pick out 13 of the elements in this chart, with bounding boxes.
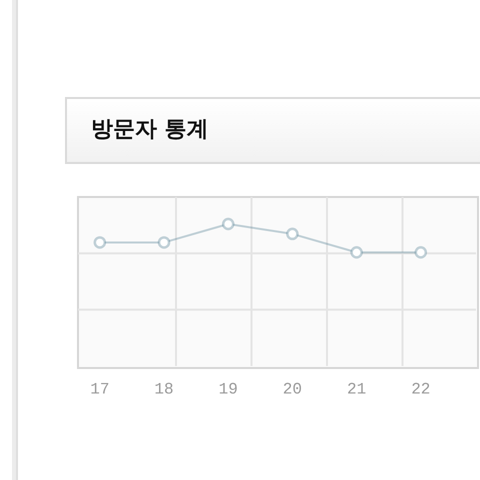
point	[350, 246, 363, 259]
x-tick-label: 22	[411, 380, 430, 398]
chart-title: 방문자 통계	[91, 116, 209, 144]
x-tick-label: 20	[282, 380, 302, 398]
x-tick-label: 18	[154, 380, 174, 398]
x-tick-label: 19	[218, 380, 238, 398]
point	[414, 246, 428, 259]
x-tick-label: 17	[90, 380, 110, 398]
point	[222, 218, 234, 230]
point	[158, 236, 170, 249]
point	[286, 228, 299, 240]
x-tick-label: 21	[347, 380, 366, 398]
point	[94, 236, 106, 249]
